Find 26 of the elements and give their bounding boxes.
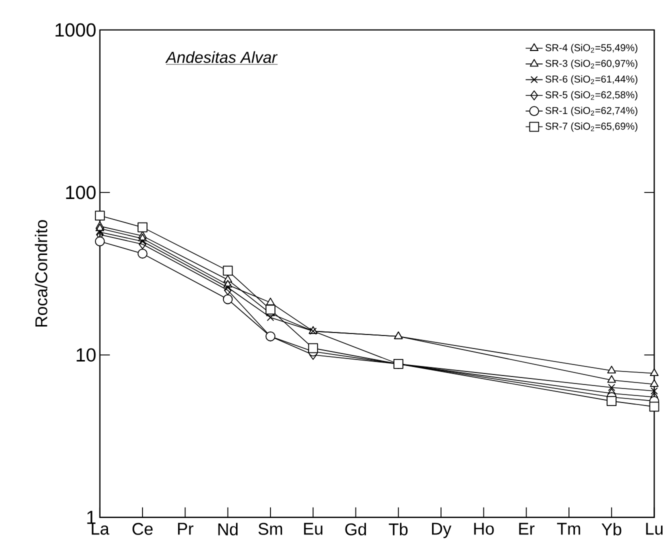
legend-label: SR-4 (SiO$_{2}$=55,49%)	[546, 44, 638, 54]
y-axis-title: Roca/Condrito	[34, 220, 48, 326]
legend-label: SR-6 (SiO$_{2}$=61,44%)	[546, 75, 638, 84]
y-tick-label: 1	[87, 510, 96, 524]
x-tick-label: Tm	[557, 522, 580, 534]
legend-label: SR-5 (SiO$_{2}$=62,58%)	[546, 90, 638, 100]
legend-label: SR-1 (SiO$_{2}$=62,74%)	[546, 106, 638, 116]
y-tick-label: 10	[76, 348, 96, 362]
legend-label: SR-3 (SiO$_{2}$=60,97%)	[546, 59, 638, 69]
text: Andesitas Alvar	[165, 51, 278, 63]
legend-label: SR-7 (SiO$_{2}$=65,69%)	[546, 122, 638, 132]
x-tick-label: Ce	[132, 522, 153, 535]
x-tick-label: Dy	[432, 522, 452, 538]
x-tick-label: Ho	[474, 522, 494, 535]
x-tick-label: Lu	[646, 522, 663, 535]
x-tick-label: Sm	[258, 522, 282, 535]
x-tick-label: Tb	[388, 522, 408, 536]
x-tick-label: Pr	[178, 522, 194, 534]
y-tick-label: 100	[66, 186, 96, 199]
x-tick-label: Nd	[218, 522, 238, 536]
x-tick-label: Gd	[345, 522, 366, 536]
x-tick-label: La	[92, 522, 110, 535]
x-tick-label: Yb	[602, 522, 622, 536]
x-tick-label: Eu	[304, 522, 322, 535]
x-tick-label: Er	[519, 522, 535, 534]
y-tick-label: 1000	[56, 23, 96, 37]
